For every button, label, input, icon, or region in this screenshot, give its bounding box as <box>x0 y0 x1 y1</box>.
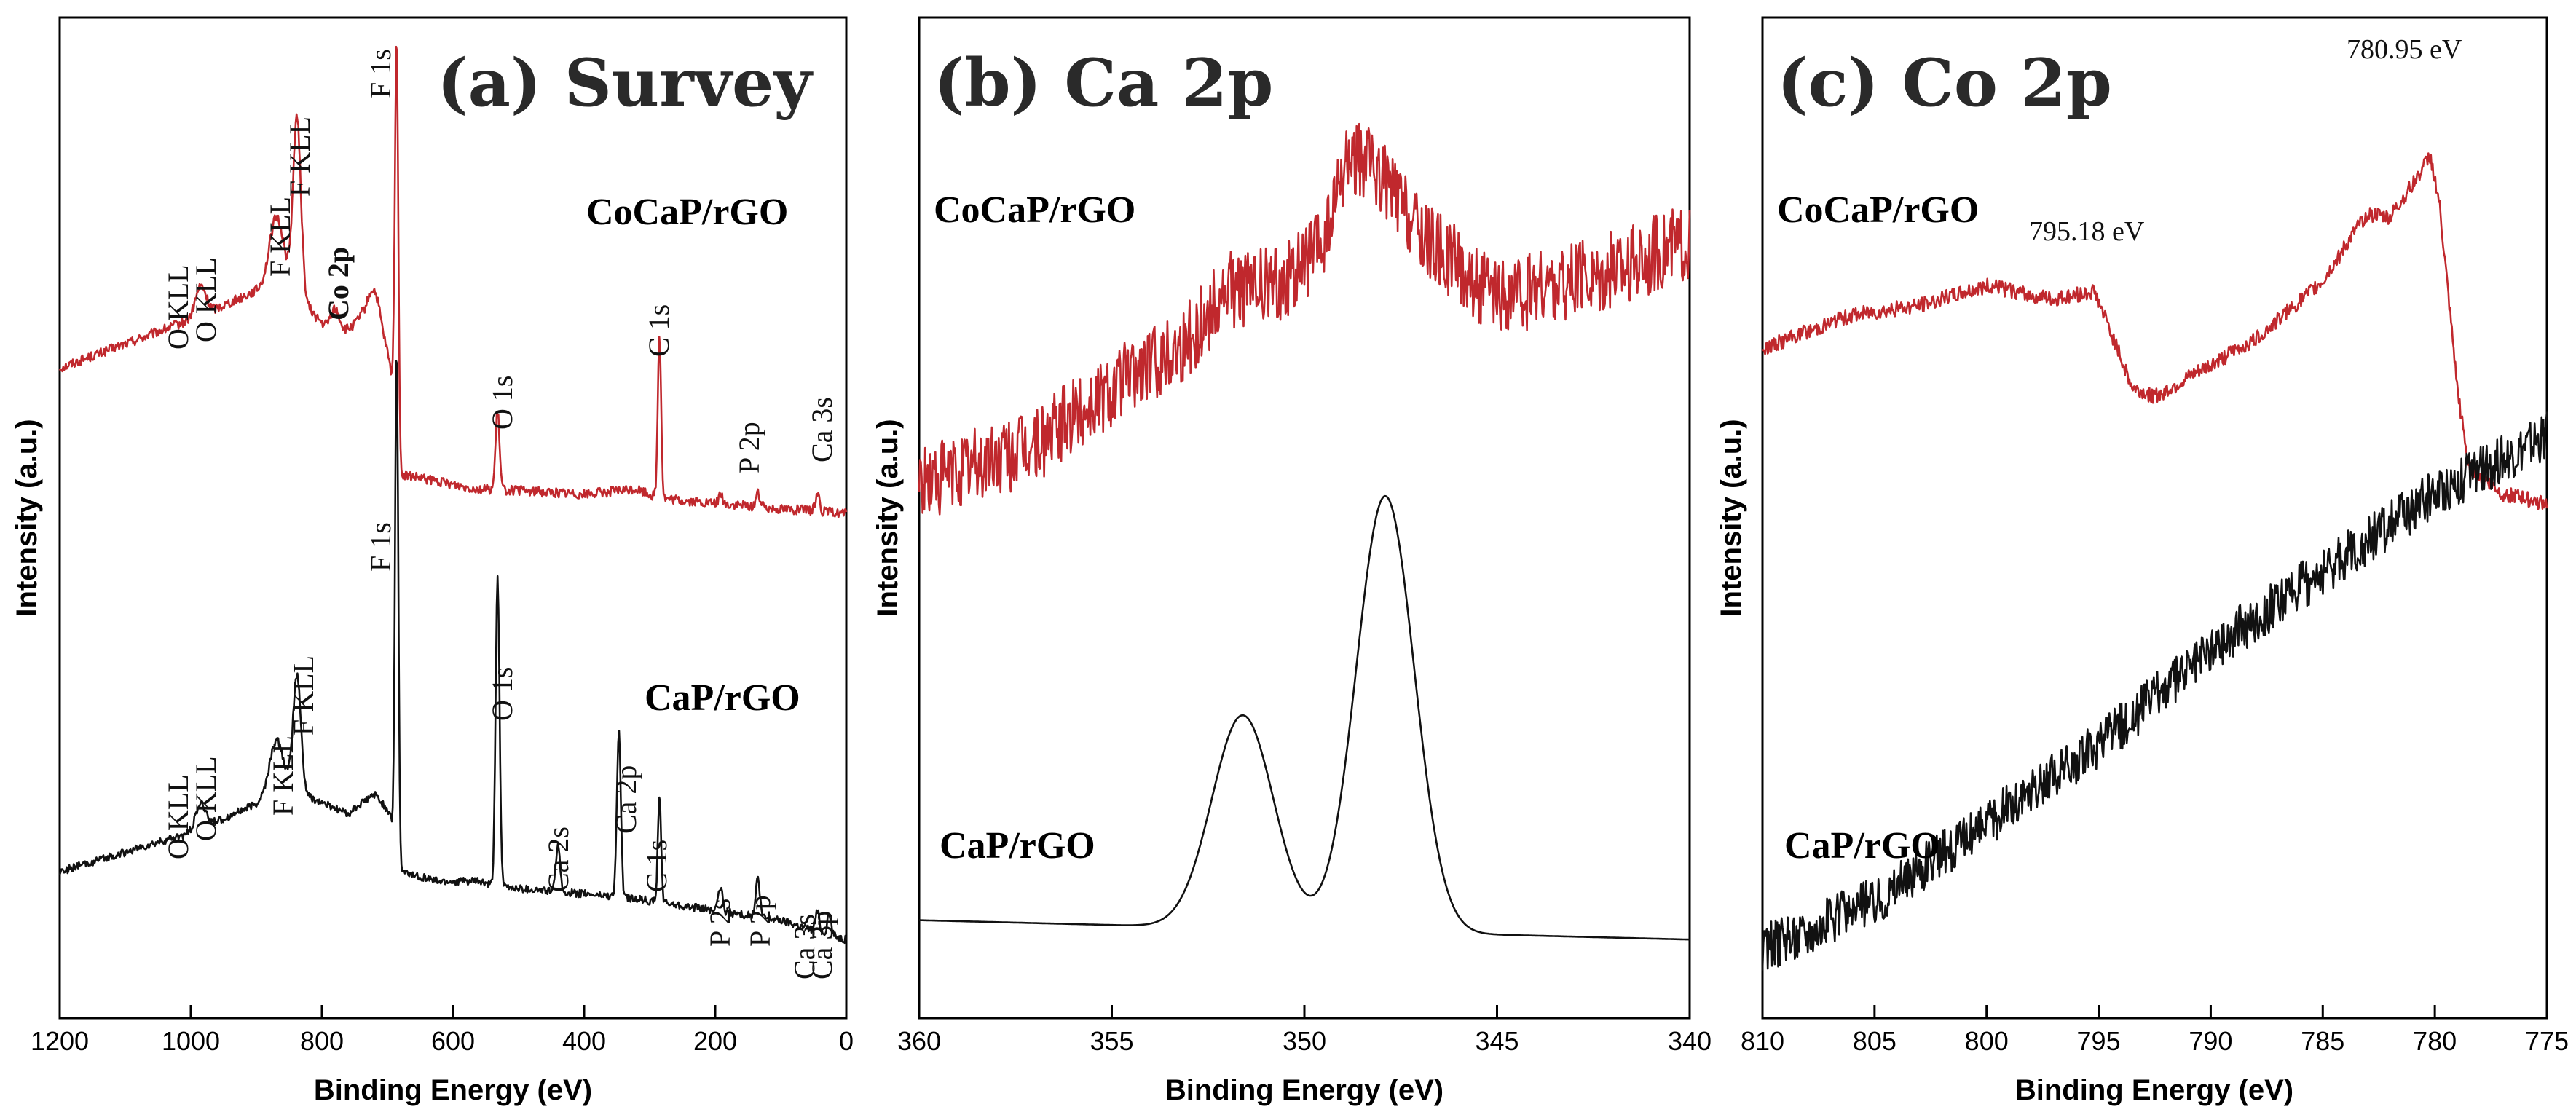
panel-a-ticks: 1200 1000 800 600 400 200 0 <box>31 1005 854 1056</box>
panel-a-bottom-sample-label: CaP/rGO <box>645 677 800 719</box>
panel-c-top-sample-label: CoCaP/rGO <box>1777 189 1979 231</box>
panel-c-title: (c) Co 2p <box>1777 44 2112 122</box>
x-tick-label: 800 <box>1965 1026 2009 1056</box>
x-tick-label: 780 <box>2413 1026 2457 1056</box>
x-tick-label: 0 <box>839 1026 854 1056</box>
panel-b-ca2p: 360 355 350 345 340 (b) Ca 2p CoCaP/rGO CaP/… <box>872 16 1712 1106</box>
peak-label-o-kll: O KLL <box>162 774 194 859</box>
peak-label-c-1s: C 1s <box>640 840 673 892</box>
series-line-cap-rgo <box>918 494 1690 941</box>
series-line-cap-rgo <box>58 360 848 944</box>
peak-label-f-kll: F KLL <box>267 736 299 816</box>
panel-b-bottom-sample-label: CaP/rGO <box>940 825 1095 867</box>
x-tick-label: 795 <box>2077 1026 2121 1056</box>
x-tick-label: 345 <box>1475 1026 1519 1056</box>
panel-a-curves <box>58 45 848 944</box>
series-line-cocap-rgo <box>1762 152 2548 510</box>
peak-label-p-2s: P 2s <box>704 899 736 947</box>
peak-label-ca-3s: Ca 3s <box>806 397 838 462</box>
x-tick-label: 340 <box>1668 1026 1712 1056</box>
panel-b-y-axis-label: Intensity (a.u.) <box>872 419 904 616</box>
x-tick-label: 790 <box>2189 1026 2232 1056</box>
peak-label-f-kll: F KLL <box>287 655 320 736</box>
x-tick-label: 775 <box>2525 1026 2569 1056</box>
peak-label-o-kll: O KLL <box>162 264 194 350</box>
peak-label-ca-3p: Ca 3p <box>806 911 838 979</box>
panel-a-y-axis-label: Intensity (a.u.) <box>11 419 43 616</box>
panel-c-ticks: 810 805 800 795 790 785 780 775 <box>1741 1005 2569 1056</box>
x-tick-label: 800 <box>300 1026 344 1056</box>
peak-label-p-2p: P 2p <box>744 895 776 947</box>
peak-label-ca-2s: Ca 2s <box>542 827 575 892</box>
x-tick-label: 600 <box>431 1026 475 1056</box>
peak-label-o-1s: O 1s <box>486 667 519 721</box>
panel-b-curves <box>918 122 1691 941</box>
peak-annotation-795-18: 795.18 eV <box>2029 216 2145 247</box>
panel-b-frame <box>918 16 1691 1020</box>
panel-c-y-axis-label: Intensity (a.u.) <box>1715 419 1747 616</box>
x-tick-label: 1000 <box>162 1026 220 1056</box>
panel-b-top-sample-label: CoCaP/rGO <box>934 189 1135 231</box>
panel-a-title: (a) Survey <box>437 44 814 122</box>
x-tick-label: 350 <box>1283 1026 1326 1056</box>
series-line-cocap-rgo <box>58 45 848 518</box>
panel-b-title: (b) Ca 2p <box>934 44 1273 122</box>
panel-a-x-axis-label: Binding Energy (eV) <box>314 1074 592 1106</box>
panel-a-survey: 1200 1000 800 600 400 200 0 (a) Survey CoCaP/r… <box>11 16 854 1106</box>
panel-c-frame <box>1761 16 2548 1020</box>
x-tick-label: 785 <box>2301 1026 2344 1056</box>
panel-c-curves <box>1761 152 2548 971</box>
peak-label-o-kll: O KLL <box>189 257 222 342</box>
peak-label-p-2p: P 2p <box>733 422 765 473</box>
x-tick-label: 1200 <box>31 1026 89 1056</box>
panel-b-ticks: 360 355 350 345 340 <box>897 1005 1712 1056</box>
x-tick-label: 360 <box>897 1026 941 1056</box>
peak-label-f-kll: F KLL <box>283 117 316 197</box>
panel-b-x-axis-label: Binding Energy (eV) <box>1165 1074 1443 1106</box>
peak-label-ca-2p: Ca 2p <box>610 765 642 834</box>
panel-c-bottom-sample-label: CaP/rGO <box>1784 825 1940 867</box>
panel-a-frame <box>58 16 848 1020</box>
x-tick-label: 200 <box>693 1026 737 1056</box>
panel-a-top-sample-label: CoCaP/rGO <box>586 192 788 233</box>
x-tick-label: 810 <box>1741 1026 1784 1056</box>
peak-annotation-780-95: 780.95 eV <box>2347 34 2462 65</box>
peak-label-o-1s: O 1s <box>486 376 519 430</box>
x-tick-label: 805 <box>1853 1026 1896 1056</box>
series-line-cocap-rgo <box>918 122 1691 516</box>
peak-label-o-kll: O KLL <box>189 756 222 841</box>
peak-label-f-1s: F 1s <box>364 49 397 98</box>
series-line-cap-rgo <box>1761 411 2548 971</box>
panel-c-x-axis-label: Binding Energy (eV) <box>2015 1074 2293 1106</box>
peak-label-co-2p: Co 2p <box>322 247 355 320</box>
peak-label-ca-3s: Ca 3s <box>788 914 821 979</box>
peak-label-f-1s: F 1s <box>364 522 397 572</box>
panel-c-co2p: 810 805 800 795 790 785 780 775 (c) Co 2p CoCaP… <box>1715 16 2569 1106</box>
x-tick-label: 355 <box>1090 1026 1133 1056</box>
peak-label-f-kll: F KLL <box>264 197 296 277</box>
peak-label-c-1s: C 1s <box>642 304 675 357</box>
x-tick-label: 400 <box>562 1026 606 1056</box>
